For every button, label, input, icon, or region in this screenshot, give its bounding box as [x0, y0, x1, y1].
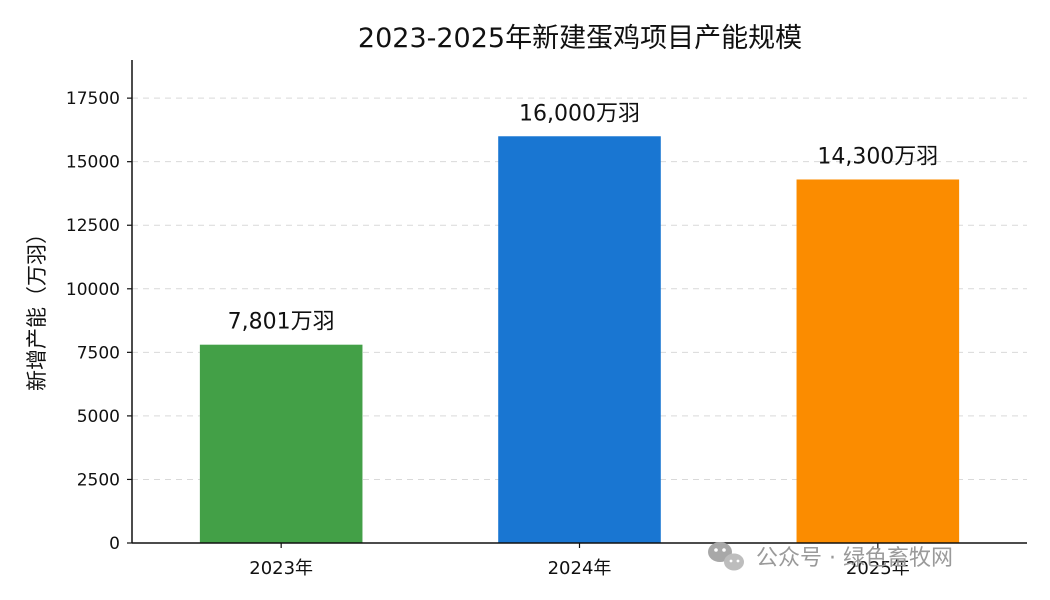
y-tick-label: 10000 [66, 280, 120, 300]
watermark-text: 公众号 · 绿色畜牧网 [756, 546, 953, 571]
x-axis-ticks: 2023年 2024年 2025年 [249, 543, 910, 579]
y-axis-ticks: 0 2500 5000 7500 10000 12500 15000 17500 [66, 89, 132, 554]
watermark: 公众号 · 绿色畜牧网 [708, 542, 953, 571]
data-label: 16,000万羽 [519, 101, 640, 126]
data-labels: 7,801万羽 16,000万羽 14,300万羽 [228, 101, 939, 334]
bars [199, 136, 960, 543]
data-label: 7,801万羽 [228, 310, 335, 335]
bar-2 [498, 136, 661, 543]
y-tick-label: 0 [109, 534, 120, 554]
y-axis-label: 新增产能（万羽） [25, 223, 49, 391]
x-tick-label: 2023年 [249, 558, 313, 579]
x-tick-label: 2024年 [548, 558, 612, 579]
y-tick-label: 2500 [77, 470, 120, 490]
x-tick-label: 2025年 [846, 558, 910, 579]
wechat-icon [708, 542, 744, 571]
y-tick-label: 5000 [77, 407, 120, 427]
bar-1 [199, 344, 363, 543]
y-tick-label: 15000 [66, 153, 120, 173]
bar-3 [796, 179, 960, 543]
data-label: 14,300万羽 [817, 144, 938, 169]
y-tick-label: 17500 [66, 89, 120, 109]
y-tick-label: 7500 [77, 343, 120, 363]
y-tick-label: 12500 [66, 216, 120, 236]
chart-title: 2023-2025年新建蛋鸡项目产能规模 [358, 23, 802, 54]
